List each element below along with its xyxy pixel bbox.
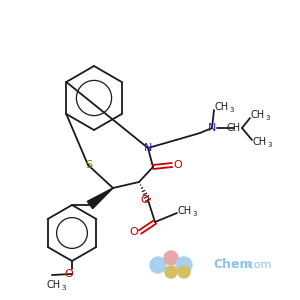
Circle shape	[150, 257, 166, 273]
Circle shape	[176, 257, 192, 273]
Text: 3: 3	[230, 107, 234, 113]
Circle shape	[178, 266, 190, 278]
Circle shape	[164, 251, 178, 265]
Text: CH: CH	[215, 102, 229, 112]
Text: CH: CH	[227, 123, 241, 133]
Text: O: O	[141, 195, 149, 205]
Text: O: O	[64, 269, 74, 279]
Polygon shape	[87, 188, 113, 208]
Text: N: N	[208, 123, 216, 133]
Text: CH: CH	[253, 137, 267, 147]
Text: 3: 3	[62, 285, 66, 291]
Text: 3: 3	[268, 142, 272, 148]
Text: 3: 3	[266, 115, 270, 121]
Text: N: N	[144, 143, 152, 153]
Text: O: O	[130, 227, 138, 237]
Text: S: S	[85, 160, 93, 170]
Text: O: O	[174, 160, 182, 170]
Text: CH: CH	[47, 280, 61, 290]
Text: .com: .com	[244, 260, 272, 270]
Text: Chem: Chem	[213, 259, 253, 272]
Circle shape	[165, 266, 177, 278]
Text: CH: CH	[251, 110, 265, 120]
Text: 3: 3	[193, 211, 197, 217]
Text: CH: CH	[178, 206, 192, 216]
